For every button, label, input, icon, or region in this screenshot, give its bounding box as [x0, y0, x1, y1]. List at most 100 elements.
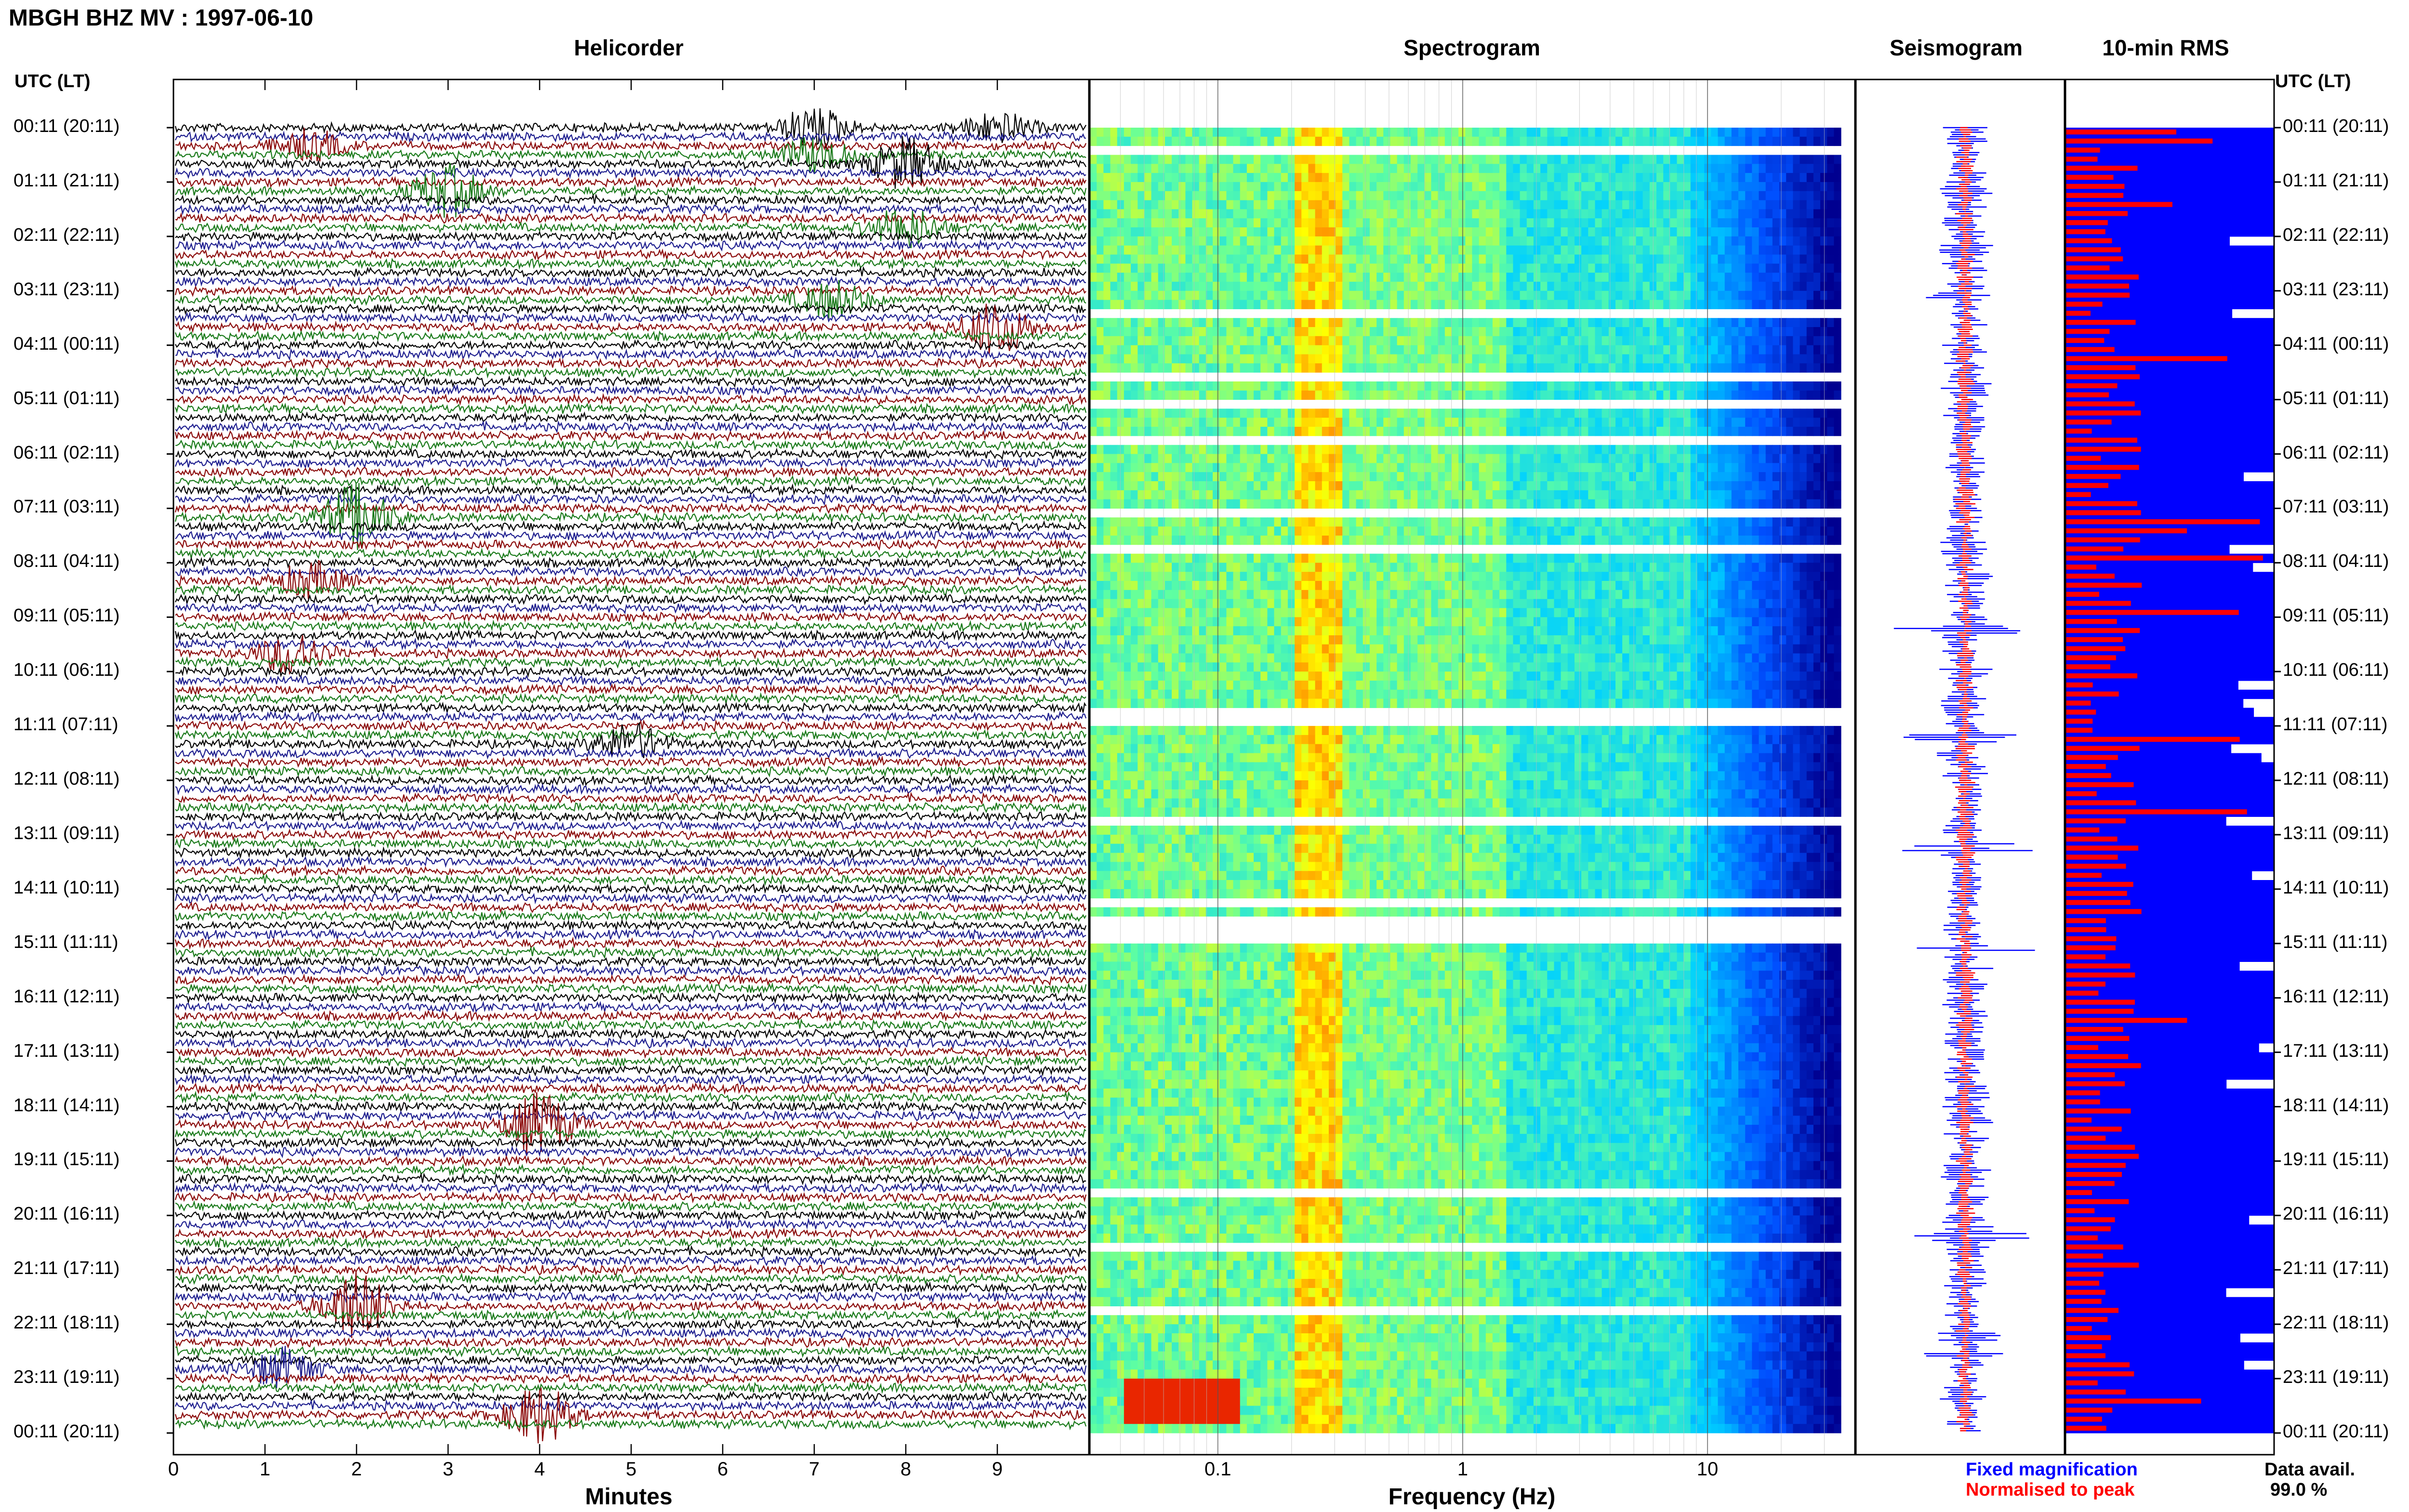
helicorder-trace [175, 1381, 1087, 1394]
rms-bar [2065, 909, 2142, 914]
rms-frame [2065, 79, 2275, 1456]
rms-bar [2065, 764, 2106, 769]
rms-bar [2065, 809, 2247, 815]
utc-lt-label-right: UTC (LT) [2275, 71, 2351, 92]
helicorder-tick-label: 0 [168, 1459, 179, 1480]
rms-bar [2065, 546, 2124, 552]
helicorder-trace [175, 483, 1087, 497]
helicorder-trace [175, 919, 1087, 932]
rms-bar [2065, 1090, 2100, 1095]
rms-bar [2065, 1135, 2106, 1141]
time-label-right: 02:11 (22:11) [2283, 225, 2389, 246]
rms-bar [2065, 601, 2131, 606]
rms-bar [2065, 791, 2097, 796]
helicorder-trace [174, 1136, 1086, 1150]
time-label-right: 20:11 (16:11) [2283, 1204, 2389, 1224]
rms-bar [2065, 283, 2129, 289]
helicorder-trace [174, 1037, 1086, 1050]
helicorder-trace [174, 1191, 1087, 1204]
helicorder-trace [174, 946, 1087, 960]
helicorder-trace [175, 420, 1086, 434]
rms-bar [2065, 1272, 2104, 1277]
rms-bar [2065, 483, 2108, 488]
helicorder-trace [175, 901, 1086, 914]
rms-bar [2065, 492, 2091, 497]
rms-bar [2065, 773, 2111, 778]
rms-bar [2065, 1154, 2139, 1159]
rms-bar [2065, 1353, 2105, 1358]
helicorder-trace [175, 828, 1087, 841]
time-label-left: 10:11 (06:11) [13, 660, 119, 681]
rms-bar [2065, 465, 2139, 470]
rms-bar [2065, 1181, 2115, 1186]
helicorder-trace [174, 892, 1087, 905]
helicorder-trace [174, 1290, 1086, 1303]
time-label-left: 06:11 (02:11) [13, 443, 119, 463]
helicorder-trace [175, 560, 1086, 599]
rms-bar [2065, 292, 2130, 298]
helicorder-trace [175, 128, 1087, 162]
helicorder-trace [175, 565, 1087, 578]
time-label-right: 21:11 (17:11) [2283, 1258, 2389, 1279]
rms-bar [2065, 818, 2126, 824]
helicorder-trace [174, 1155, 1086, 1168]
rms-bar [2065, 1244, 2123, 1249]
seismogram-title: Seismogram [1890, 35, 2023, 61]
helicorder-tick-label: 3 [443, 1459, 453, 1480]
helicorder-trace [175, 873, 1086, 887]
rms-bar [2065, 166, 2138, 171]
time-label-left: 13:11 (09:11) [13, 823, 119, 844]
rms-bar [2065, 954, 2105, 960]
rms-bar [2065, 936, 2117, 942]
time-label-left: 02:11 (22:11) [13, 225, 119, 246]
helicorder-trace [174, 584, 1086, 596]
helicorder-trace [174, 991, 1086, 1004]
rms-bar [2065, 229, 2105, 235]
helicorder-trace [175, 1092, 1086, 1155]
rms-bar [2065, 519, 2260, 525]
helicorder-trace [175, 1245, 1086, 1259]
helicorder-trace [175, 619, 1087, 632]
rms-bar [2065, 1118, 2092, 1123]
time-label-right: 05:11 (01:11) [2283, 388, 2389, 409]
rms-bar [2065, 129, 2176, 135]
rms-bar [2065, 800, 2136, 805]
rms-bar [2065, 174, 2114, 180]
helicorder-tick-label: 2 [351, 1459, 362, 1480]
helicorder-trace [174, 1372, 1086, 1385]
rms-bar [2065, 338, 2105, 343]
helicorder-tick-label: 5 [626, 1459, 636, 1480]
rms-bar [2065, 1063, 2141, 1068]
time-label-right: 12:11 (08:11) [2283, 769, 2389, 789]
helicorder-trace [175, 592, 1086, 605]
rms-bar [2065, 918, 2106, 923]
time-label-left: 08:11 (04:11) [13, 551, 119, 572]
rms-bar [2065, 691, 2119, 697]
rms-bar [2065, 1389, 2126, 1395]
rms-bar [2065, 990, 2099, 996]
data-availability-label: Data avail. [2264, 1459, 2355, 1480]
helicorder-trace [174, 819, 1086, 832]
rms-bar [2065, 473, 2121, 479]
rms-bar [2065, 655, 2116, 660]
helicorder-trace [174, 909, 1086, 923]
helicorder-trace [175, 722, 1086, 758]
rms-bar [2065, 1026, 2123, 1032]
spectrogram-frame [1089, 79, 1856, 1456]
helicorder-trace [175, 366, 1087, 379]
helicorder-trace [175, 782, 1086, 796]
helicorder-trace [174, 1145, 1086, 1158]
helicorder-trace [175, 203, 1087, 216]
helicorder-trace [174, 329, 1086, 343]
rms-bar [2065, 710, 2096, 715]
helicorder-trace [174, 285, 1086, 297]
rms-bar [2065, 1036, 2130, 1041]
helicorder-trace [175, 1200, 1086, 1213]
helicorder-trace [175, 229, 1087, 243]
time-label-right: 00:11 (20:11) [2283, 1421, 2389, 1442]
rms-bar [2065, 147, 2100, 153]
time-label-left: 17:11 (13:11) [13, 1041, 119, 1062]
time-label-left: 05:11 (01:11) [13, 388, 119, 409]
rms-bar [2065, 1425, 2106, 1431]
